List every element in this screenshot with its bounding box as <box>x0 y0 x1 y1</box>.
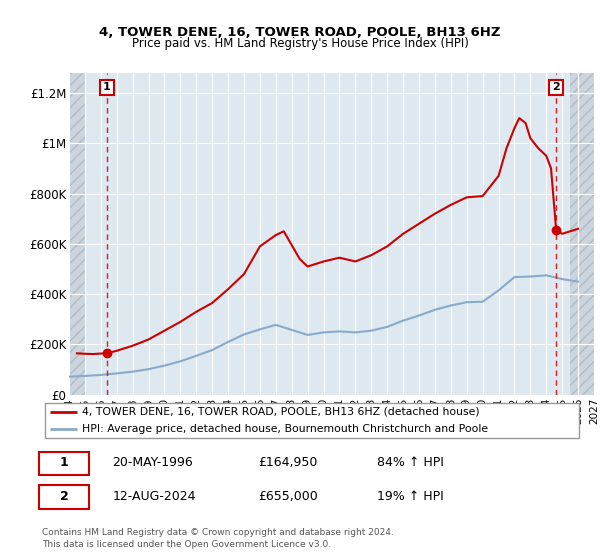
Text: 20-MAY-1996: 20-MAY-1996 <box>112 456 193 469</box>
Text: 2: 2 <box>60 489 68 503</box>
Text: £655,000: £655,000 <box>258 489 318 503</box>
FancyBboxPatch shape <box>40 485 89 508</box>
Bar <box>69 73 85 395</box>
Bar <box>570 73 594 395</box>
Text: 12-AUG-2024: 12-AUG-2024 <box>112 489 196 503</box>
Text: 4, TOWER DENE, 16, TOWER ROAD, POOLE, BH13 6HZ (detached house): 4, TOWER DENE, 16, TOWER ROAD, POOLE, BH… <box>83 407 480 417</box>
Text: 1: 1 <box>103 82 111 92</box>
Text: Contains HM Land Registry data © Crown copyright and database right 2024.
This d: Contains HM Land Registry data © Crown c… <box>42 528 394 549</box>
Text: HPI: Average price, detached house, Bournemouth Christchurch and Poole: HPI: Average price, detached house, Bour… <box>83 424 488 435</box>
Bar <box>570 73 594 395</box>
FancyBboxPatch shape <box>40 452 89 475</box>
Text: 84% ↑ HPI: 84% ↑ HPI <box>377 456 443 469</box>
Text: 2: 2 <box>552 82 560 92</box>
Text: Price paid vs. HM Land Registry's House Price Index (HPI): Price paid vs. HM Land Registry's House … <box>131 37 469 50</box>
Bar <box>69 73 85 395</box>
Text: 4, TOWER DENE, 16, TOWER ROAD, POOLE, BH13 6HZ: 4, TOWER DENE, 16, TOWER ROAD, POOLE, BH… <box>99 26 501 39</box>
FancyBboxPatch shape <box>45 403 580 438</box>
Text: £164,950: £164,950 <box>258 456 317 469</box>
Text: 1: 1 <box>60 456 68 469</box>
Text: 19% ↑ HPI: 19% ↑ HPI <box>377 489 443 503</box>
